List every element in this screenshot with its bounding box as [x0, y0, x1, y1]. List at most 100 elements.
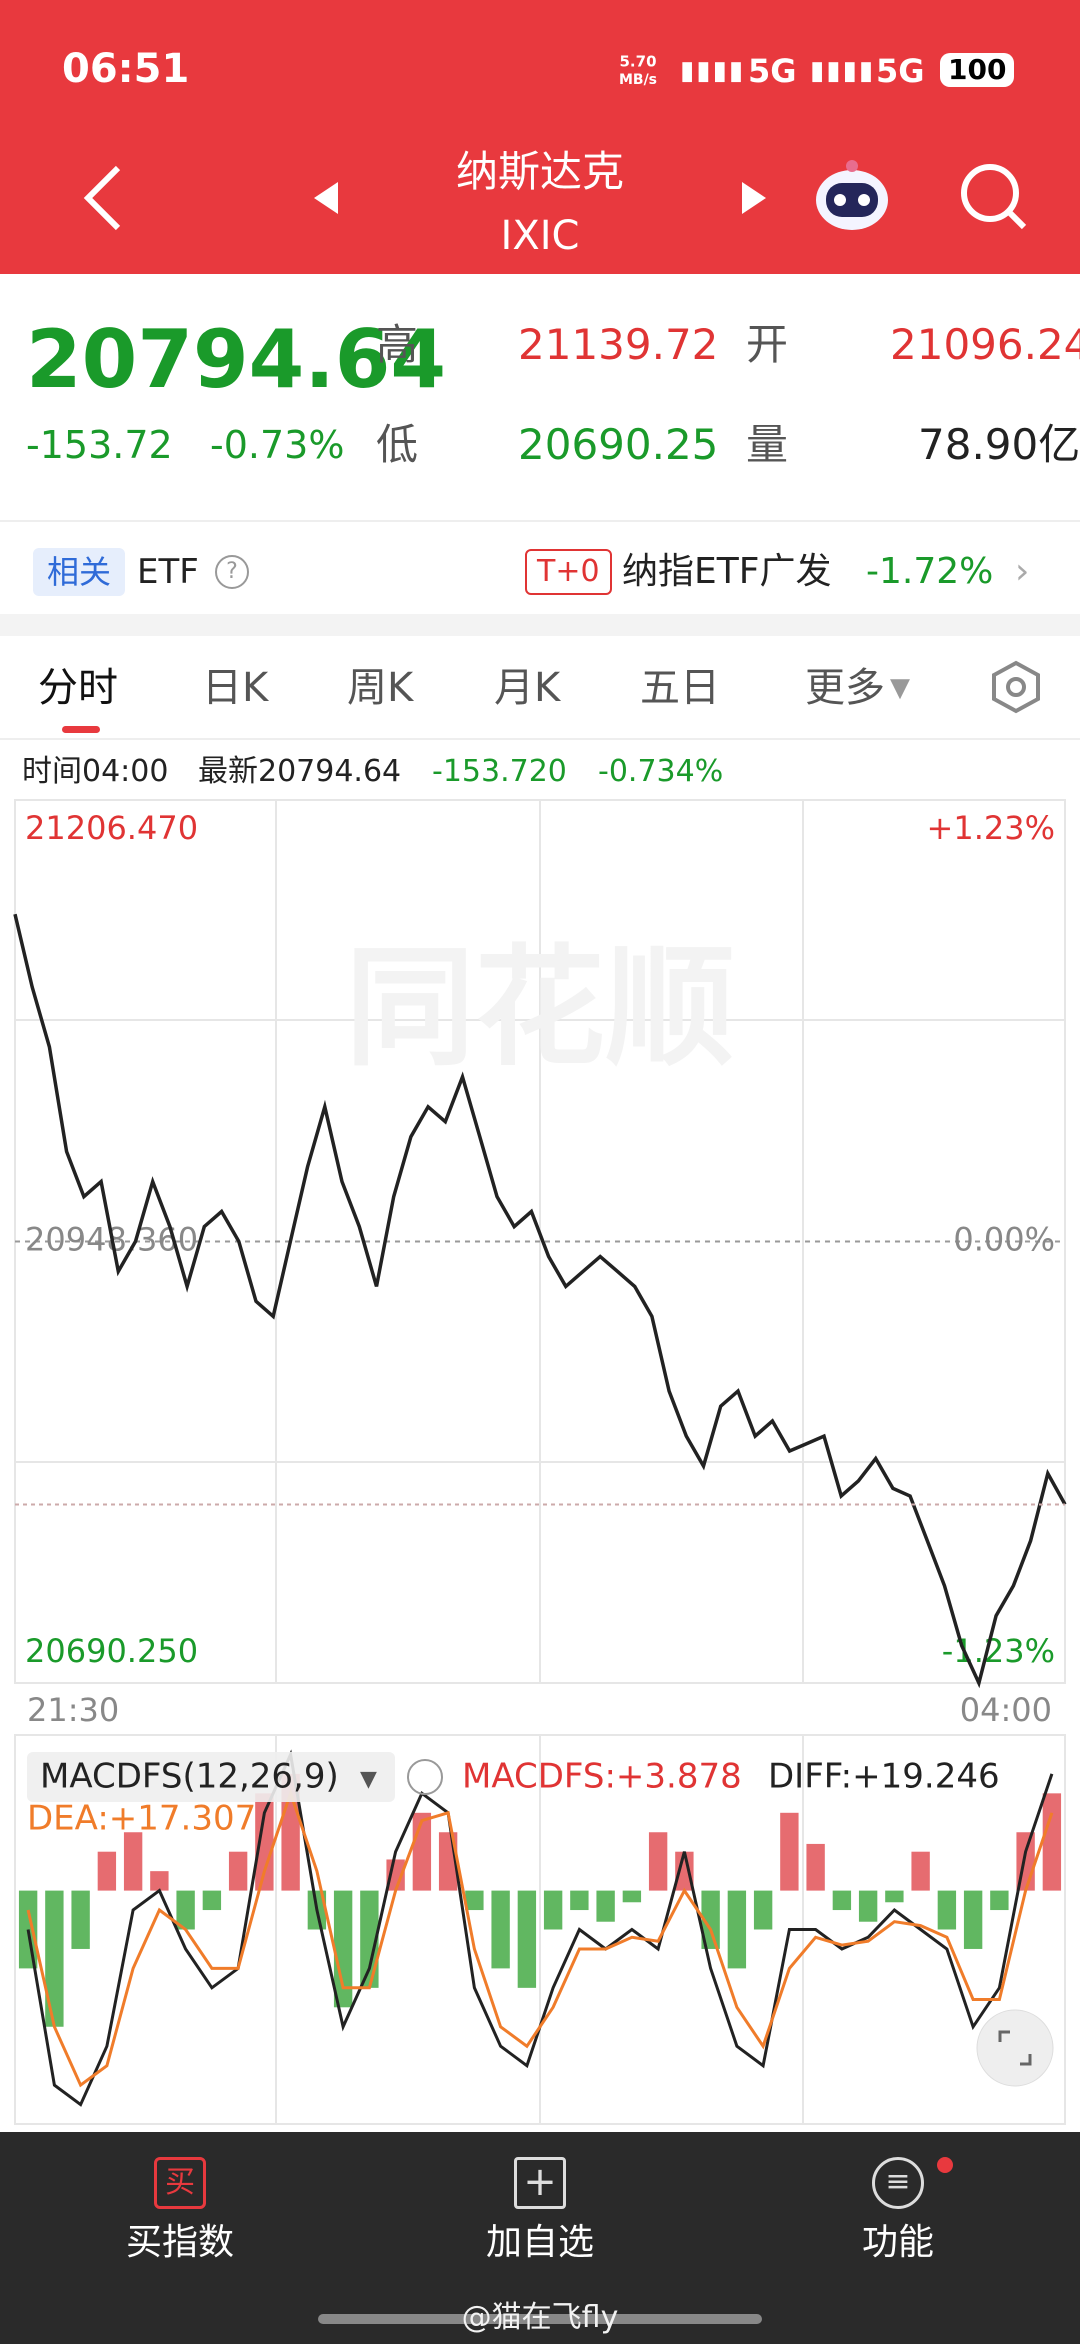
macd-bar — [780, 1812, 799, 1891]
chart-watermark: 同花顺 — [345, 932, 735, 1084]
info-time: 时间04:00 — [22, 754, 169, 789]
macd-bar — [832, 1890, 852, 1911]
macd-bar — [963, 1890, 983, 1949]
signal-label: 5G — [876, 52, 925, 90]
next-button[interactable] — [742, 182, 766, 214]
net-unit: MB/s — [618, 72, 658, 88]
home-indicator — [318, 2314, 762, 2324]
signal: ▮▮▮▮ — [810, 56, 876, 86]
x-tick-label: 04:00 — [960, 1691, 1052, 1729]
tab[interactable]: 日K — [202, 665, 269, 711]
macd-bar — [596, 1890, 615, 1922]
macd-bar — [806, 1843, 825, 1891]
label: 量 — [746, 420, 789, 469]
macd-bar — [360, 1890, 379, 1988]
divider — [0, 520, 1080, 522]
info-icon[interactable]: ? — [215, 555, 249, 589]
code: IXIC — [500, 213, 580, 259]
legend-item: DEA:+17.307 — [27, 1799, 256, 1839]
settings-button[interactable] — [990, 660, 1042, 714]
chevron[interactable]: › — [1015, 551, 1030, 592]
tab[interactable]: 周K — [347, 665, 414, 711]
signal: ▮▮▮▮ — [680, 56, 746, 86]
net-speed: 5.70 — [619, 52, 657, 71]
legend-item: DIFF:+19.246 — [768, 1757, 1000, 1797]
assistant-button[interactable] — [816, 160, 888, 230]
tab[interactable]: 月K — [494, 665, 561, 711]
fund-change: -1.72% — [866, 551, 994, 592]
macd-bar — [701, 1890, 720, 1949]
macd-bar — [150, 1871, 169, 1891]
search-button[interactable] — [961, 164, 1027, 230]
signal-label: 5G — [748, 52, 797, 90]
volume: 78.90亿 — [918, 420, 1080, 469]
watermark: @猫在飞fly — [461, 2300, 619, 2335]
info-change: -153.720 — [432, 754, 567, 789]
related-tag: 相关 — [33, 548, 126, 596]
price-line — [13, 913, 1067, 1689]
y2-tick-label: +1.23% — [927, 809, 1055, 847]
info-change-pct: -0.734% — [598, 754, 724, 789]
macd-bar — [753, 1890, 773, 1930]
fullscreen-button[interactable] — [976, 2009, 1054, 2087]
clock: 06:51 — [62, 46, 190, 92]
legend-item: MACDFS:+3.878 — [462, 1757, 742, 1797]
macd-bar — [517, 1890, 537, 1988]
tab[interactable]: 五日 — [640, 665, 720, 711]
y-tick-label: 20690.250 — [25, 1632, 198, 1670]
macd-bar — [1042, 1793, 1062, 1891]
header-bar — [0, 0, 1080, 274]
macd-bar — [465, 1890, 484, 1911]
nav-label[interactable]: 买指数 — [125, 2222, 235, 2263]
buy-icon[interactable]: 买 — [154, 2157, 206, 2209]
macd-bar — [71, 1890, 90, 1949]
tab-indicator — [62, 726, 100, 733]
macd-bar — [648, 1832, 668, 1891]
low: 20690.25 — [518, 420, 719, 469]
macd-bar — [937, 1890, 957, 1930]
macd-bar — [228, 1851, 248, 1891]
macd-bar — [675, 1851, 694, 1891]
price: 20794.64 — [26, 313, 447, 406]
high: 21139.72 — [518, 320, 719, 369]
nav-label[interactable]: 加自选 — [485, 2222, 595, 2263]
fund-name[interactable]: 纳指ETF广发 — [622, 551, 832, 592]
dropdown-arrow: ▼ — [890, 673, 910, 703]
back-button[interactable] — [83, 165, 121, 231]
macd-bar — [45, 1890, 64, 2027]
related-label[interactable]: ETF — [137, 552, 199, 592]
tab[interactable]: 更多 — [805, 665, 885, 711]
indicator-title: MACDFS(12,26,9) — [40, 1757, 339, 1797]
help-icon — [407, 1759, 443, 1795]
nav-label[interactable]: 功能 — [861, 2222, 935, 2263]
band — [0, 614, 1080, 636]
label: 低 — [376, 420, 419, 469]
info-latest: 最新20794.64 — [198, 754, 402, 789]
divider — [0, 738, 1080, 740]
prev-button[interactable] — [314, 182, 338, 214]
macd-bar — [176, 1890, 195, 1930]
macd-bar — [97, 1851, 117, 1891]
macd-bar — [622, 1890, 642, 1903]
macd-line — [26, 1788, 1054, 2088]
macd-bar — [911, 1851, 930, 1891]
label: 高 — [376, 320, 419, 369]
notification-dot — [937, 2157, 953, 2173]
macd-bar — [333, 1890, 353, 2008]
open: 21096.24 — [890, 320, 1080, 369]
tab[interactable]: 分时 — [38, 665, 118, 711]
macd-bar — [491, 1890, 510, 1969]
charts: 同花顺21206.47020948.36020690.250+1.23%0.00… — [13, 799, 1067, 2125]
macd-bar — [990, 1890, 1009, 1911]
title: 纳斯达克 — [455, 147, 625, 196]
macd-bar — [727, 1890, 747, 1969]
menu-icon[interactable]: ≡ — [872, 2157, 924, 2209]
change-pct: -0.73% — [210, 423, 345, 467]
macd-bar — [543, 1890, 563, 1930]
badge: T+0 — [525, 549, 612, 595]
macd-bar — [858, 1890, 878, 1922]
battery: 100 — [940, 53, 1015, 87]
add-icon[interactable]: + — [514, 2157, 566, 2209]
label: 开 — [746, 320, 789, 369]
